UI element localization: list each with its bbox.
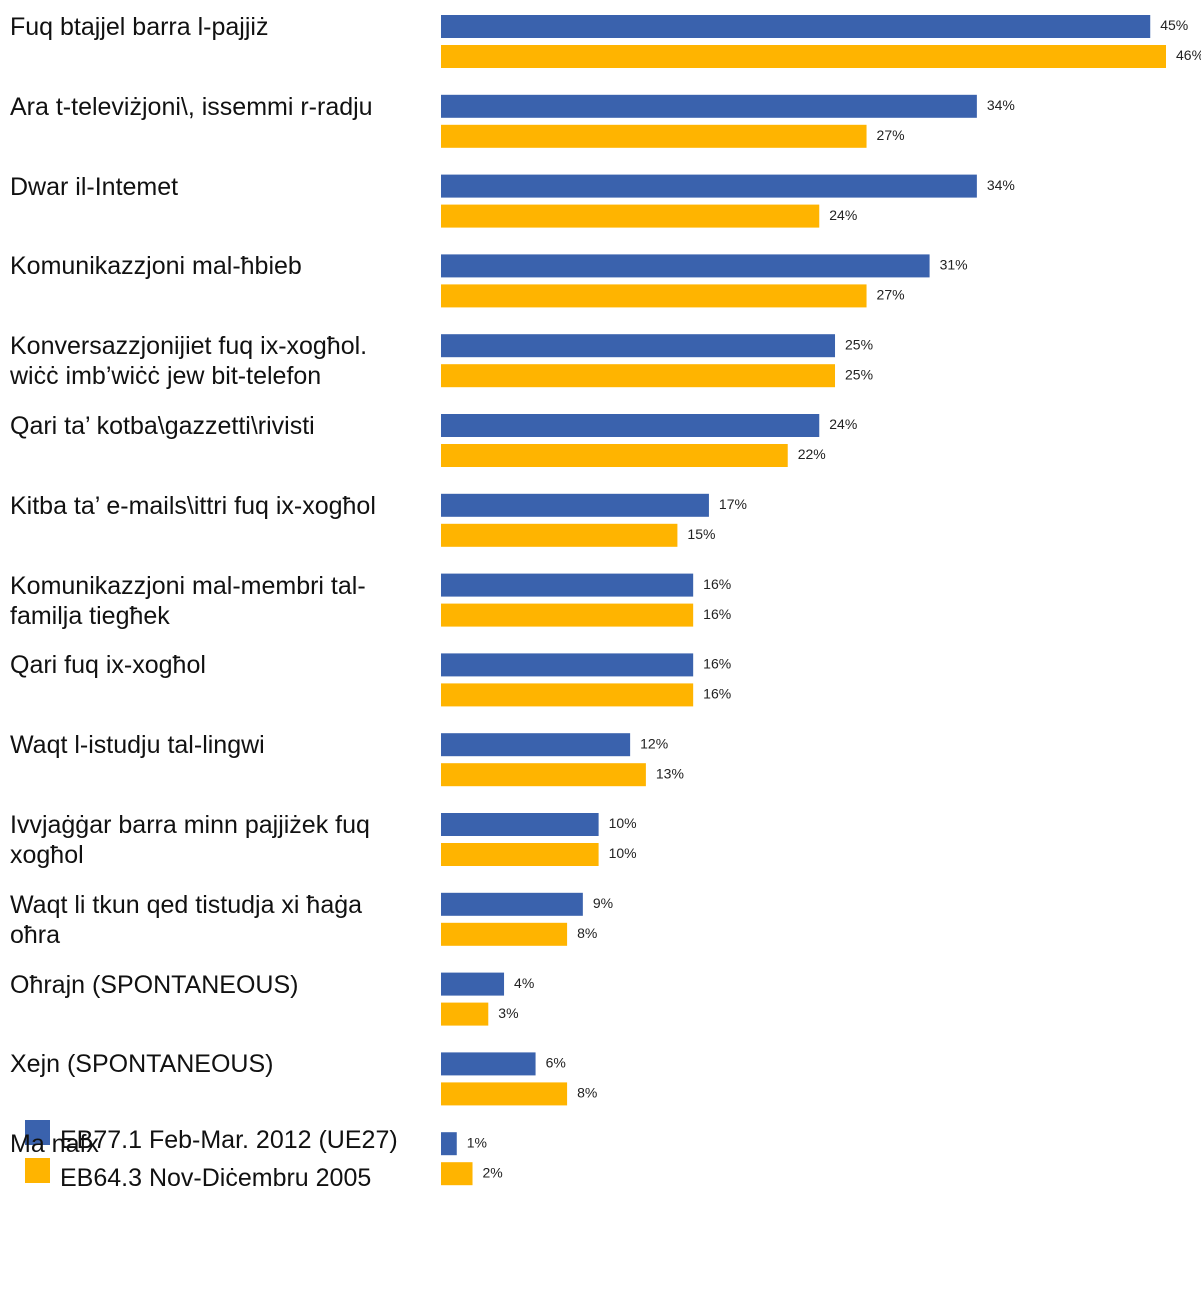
legend-label: EB77.1 Feb-Mar. 2012 (UE27): [60, 1126, 398, 1154]
value-label: 3%: [498, 1005, 518, 1021]
bar: [441, 603, 694, 627]
value-label: 25%: [845, 366, 873, 382]
value-label: 27%: [877, 287, 905, 303]
category-label: Ara t-televiżjoni\, issemmi r-radju: [10, 92, 373, 121]
legend-swatch: [25, 1158, 50, 1183]
category-label: Komunikazzjoni mal-membri tal-familja ti…: [10, 571, 366, 630]
value-label: 24%: [829, 207, 857, 223]
value-label: 17%: [719, 496, 747, 512]
bar: [441, 1132, 457, 1156]
value-label: 13%: [656, 765, 684, 781]
value-label: 2%: [483, 1164, 503, 1180]
bar: [441, 892, 583, 916]
bar: [441, 414, 820, 437]
bar: [441, 523, 678, 547]
category-label: Ma nafx: [10, 1130, 99, 1159]
value-label: 45%: [1160, 17, 1188, 33]
value-label: 1%: [467, 1134, 487, 1150]
bar: [441, 922, 568, 946]
bar: [441, 334, 836, 358]
value-label: 16%: [703, 686, 731, 702]
category-label: Dwar il-Intemet: [10, 172, 179, 201]
value-label: 4%: [514, 975, 534, 991]
bar: [441, 843, 599, 866]
value-label: 10%: [609, 845, 637, 861]
category-label: Konversazzjonijiet fuq ix-xogħol. wiċċ i…: [10, 332, 368, 391]
value-label: 16%: [703, 576, 731, 592]
value-label: 27%: [877, 127, 905, 143]
legend-swatch: [25, 1120, 50, 1145]
category-label: Kitba ta’ e-mails\ittri fuq ix-xogħol: [10, 491, 376, 520]
category-label: Oħrajn (SPONTANEOUS): [10, 970, 299, 999]
value-label: 16%: [703, 656, 731, 672]
category-label: Xejn (SPONTANEOUS): [10, 1050, 274, 1079]
value-label: 24%: [829, 416, 857, 432]
value-label: 34%: [987, 97, 1015, 113]
bar: [441, 813, 599, 836]
bar: [441, 45, 1166, 68]
value-label: 22%: [798, 446, 826, 462]
value-label: 16%: [703, 606, 731, 622]
bar: [441, 683, 694, 707]
bar: [441, 573, 694, 597]
bar: [441, 653, 694, 677]
bar: [441, 1162, 473, 1186]
bar: [441, 204, 820, 228]
value-label: 12%: [640, 735, 668, 751]
bar: [441, 733, 631, 757]
bar: [441, 15, 1151, 38]
bar: [441, 444, 788, 467]
bar: [441, 1052, 536, 1076]
bar: [441, 364, 836, 388]
bar: [441, 493, 709, 517]
bar: [441, 94, 977, 118]
category-label: Fuq btajjel barra l-pajjiż: [10, 13, 269, 41]
value-label: 31%: [940, 257, 968, 273]
value-label: 34%: [987, 177, 1015, 193]
value-label: 6%: [546, 1055, 566, 1071]
category-label: Qari fuq ix-xogħol: [10, 651, 206, 680]
bar: [441, 124, 867, 148]
category-label: Qari ta’ kotba\gazzetti\rivisti: [10, 412, 315, 440]
value-label: 46%: [1176, 47, 1201, 63]
bar: [441, 763, 646, 787]
value-label: 15%: [687, 526, 715, 542]
bar: [441, 1082, 568, 1106]
bar: [441, 1002, 489, 1026]
bar: [441, 972, 505, 996]
category-label: Waqt li tkun qed tistudja xi ħaġa oħra: [10, 890, 363, 949]
value-label: 9%: [593, 895, 613, 911]
value-label: 10%: [609, 815, 637, 831]
bar: [441, 174, 977, 198]
bar: [441, 254, 930, 278]
category-label: Ivvjaġġar barra minn pajjiżek fuq xogħol: [10, 811, 370, 869]
category-label: Waqt l-istudju tal-lingwi: [10, 731, 265, 760]
category-label: Komunikazzjoni mal-ħbieb: [10, 252, 302, 281]
legend-label: EB64.3 Nov-Diċembru 2005: [60, 1164, 372, 1192]
bar: [441, 284, 867, 308]
value-label: 8%: [577, 925, 597, 941]
value-label: 8%: [577, 1085, 597, 1101]
value-label: 25%: [845, 336, 873, 352]
